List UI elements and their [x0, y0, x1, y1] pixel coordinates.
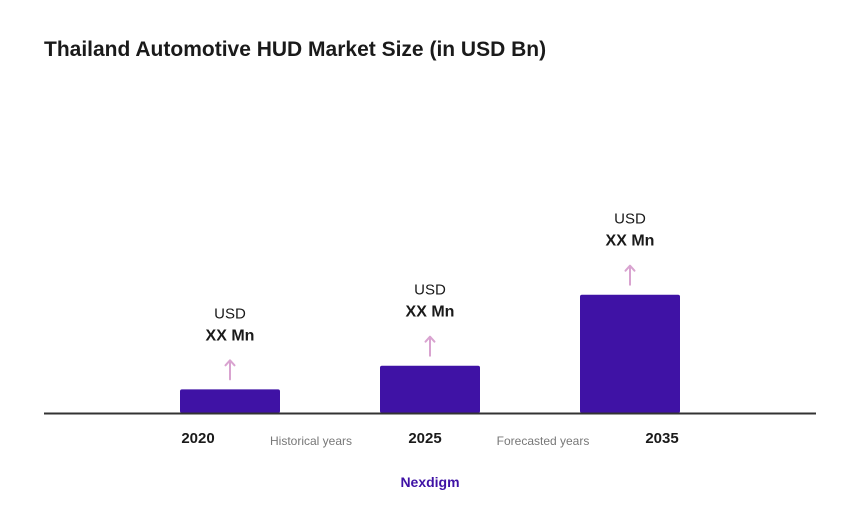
chart-title: Thailand Automotive HUD Market Size (in … [44, 38, 547, 61]
bar-2035 [580, 294, 680, 413]
up-arrow-head [624, 264, 636, 272]
data-label-amount: XX Mn [606, 233, 655, 250]
x-tick-label-2020: 2020 [181, 430, 214, 447]
historical-period-label: Historical years [270, 434, 352, 448]
bar-2020 [180, 389, 280, 413]
data-label-amount: XX Mn [206, 327, 255, 344]
forecast-period-label: Forecasted years [497, 434, 590, 448]
up-arrow-head [424, 335, 436, 343]
data-label-currency: USD [614, 211, 646, 228]
x-tick-label-2035: 2035 [645, 430, 678, 447]
data-label-amount: XX Mn [406, 304, 455, 321]
brand-label: Nexdigm [400, 474, 460, 490]
up-arrow-head [224, 359, 236, 367]
bar-2025 [380, 365, 480, 413]
data-label-currency: USD [414, 282, 446, 299]
data-label-currency: USD [214, 305, 246, 322]
x-tick-label-2025: 2025 [408, 430, 441, 447]
